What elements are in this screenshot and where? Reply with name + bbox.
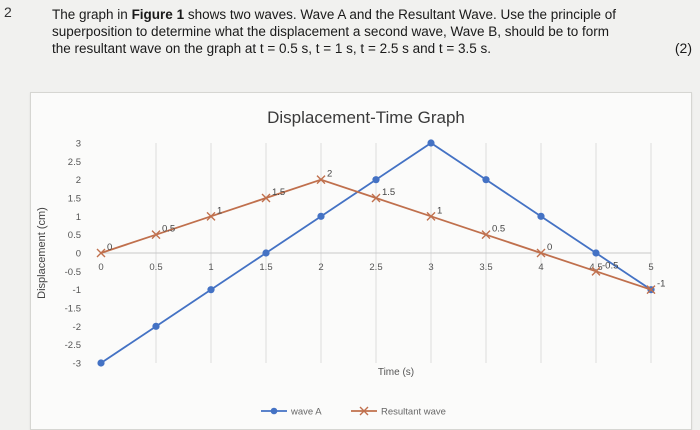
- resultant-wave-point: [96, 248, 106, 258]
- question-text: The graph in Figure 1 shows two waves. W…: [52, 6, 652, 57]
- x-tick-label: 0.5: [149, 262, 162, 273]
- legend-marker: [270, 407, 278, 415]
- x-tick-label: 5: [648, 262, 653, 273]
- chart-area: Displacement-Time Graph 0 0.5 1 1.5 2 2.5 3 3.5 4…: [30, 92, 692, 430]
- resultant-data-label: 0: [107, 242, 112, 253]
- resultant-wave-point: [536, 248, 546, 258]
- y-tick-label: -2.5: [65, 340, 81, 351]
- resultant-wave-point: [481, 230, 491, 240]
- wave-a-point: [537, 212, 545, 220]
- wave-a-point: [152, 322, 160, 330]
- marks-allocation: (2): [674, 40, 692, 56]
- y-tick-label: 1: [76, 212, 81, 223]
- question-number: 2: [4, 4, 12, 20]
- x-tick-label: 2: [318, 262, 323, 273]
- x-axis-label: Time (s): [378, 367, 414, 378]
- displacement-time-chart: Displacement-Time Graph 0 0.5 1 1.5 2 2.5 3 3.5 4…: [36, 108, 665, 418]
- resultant-data-label: 0: [547, 242, 552, 253]
- legend-label-wave-a: wave A: [290, 407, 322, 418]
- resultant-wave-point: [426, 211, 436, 221]
- wave-a-point: [97, 359, 105, 367]
- resultant-wave-point: [371, 193, 381, 203]
- resultant-wave-point: [151, 230, 161, 240]
- question-text-line2: superposition to determine what the disp…: [52, 24, 610, 39]
- wave-a-point: [207, 286, 215, 294]
- resultant-data-label: 0.5: [162, 224, 175, 235]
- y-tick-label: 2: [76, 175, 81, 186]
- y-tick-label: 0.5: [68, 230, 81, 241]
- wave-a-point: [372, 176, 380, 184]
- resultant-wave-point: [591, 266, 601, 276]
- x-tick-label: 1.5: [259, 262, 272, 273]
- resultant-data-label: 2: [327, 169, 332, 180]
- resultant-data-label: 1.5: [382, 187, 395, 198]
- y-axis-label: Displacement (cm): [36, 207, 48, 299]
- resultant-data-label: -0.5: [602, 260, 618, 271]
- question-text-line1: shows two waves. Wave A and the Resultan…: [184, 7, 617, 22]
- resultant-wave-point: [261, 193, 271, 203]
- wave-a-point: [317, 212, 325, 220]
- resultant-data-label: 1: [217, 205, 222, 216]
- resultant-wave-point: [206, 211, 216, 221]
- legend-label-resultant: Resultant wave: [381, 407, 446, 418]
- wave-a-point: [592, 249, 600, 257]
- resultant-data-label: 0.5: [492, 224, 505, 235]
- y-tick-label: -0.5: [65, 267, 81, 278]
- resultant-wave-point: [646, 285, 656, 295]
- resultant-wave-point: [316, 175, 326, 185]
- x-tick-label: 2.5: [369, 262, 382, 273]
- resultant-data-label: -1: [657, 279, 665, 290]
- x-tick-label: 4: [538, 262, 543, 273]
- y-tick-label: 3: [76, 139, 81, 150]
- y-tick-label: 1.5: [68, 194, 81, 205]
- figure-reference: Figure 1: [131, 7, 185, 22]
- x-tick-label: 4.5: [589, 262, 602, 273]
- x-tick-label: 1: [208, 262, 213, 273]
- x-tick-label: 3: [428, 262, 433, 273]
- x-tick-label: 3.5: [479, 262, 492, 273]
- y-tick-label: 0: [76, 249, 81, 260]
- wave-a-point: [262, 249, 270, 257]
- y-tick-label: 2.5: [68, 157, 81, 168]
- x-tick-label: 0: [98, 262, 103, 273]
- y-tick-label: -2: [73, 322, 81, 333]
- y-tick-label: -1: [73, 285, 81, 296]
- resultant-data-label: 1: [437, 205, 442, 216]
- y-tick-label: -1.5: [65, 304, 81, 315]
- chart-title: Displacement-Time Graph: [267, 108, 465, 127]
- question-text-start: The graph in: [52, 7, 132, 22]
- wave-a-point: [427, 139, 435, 147]
- resultant-data-label: 1.5: [272, 187, 285, 198]
- question-text-line3: the resultant wave on the graph at t = 0…: [52, 41, 492, 56]
- legend-marker: [359, 406, 369, 416]
- wave-a-point: [482, 176, 490, 184]
- y-tick-label: -3: [73, 359, 81, 370]
